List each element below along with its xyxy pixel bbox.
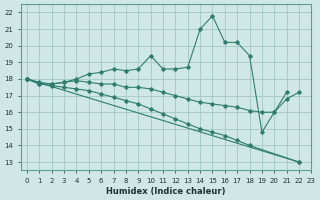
X-axis label: Humidex (Indice chaleur): Humidex (Indice chaleur) (106, 187, 226, 196)
